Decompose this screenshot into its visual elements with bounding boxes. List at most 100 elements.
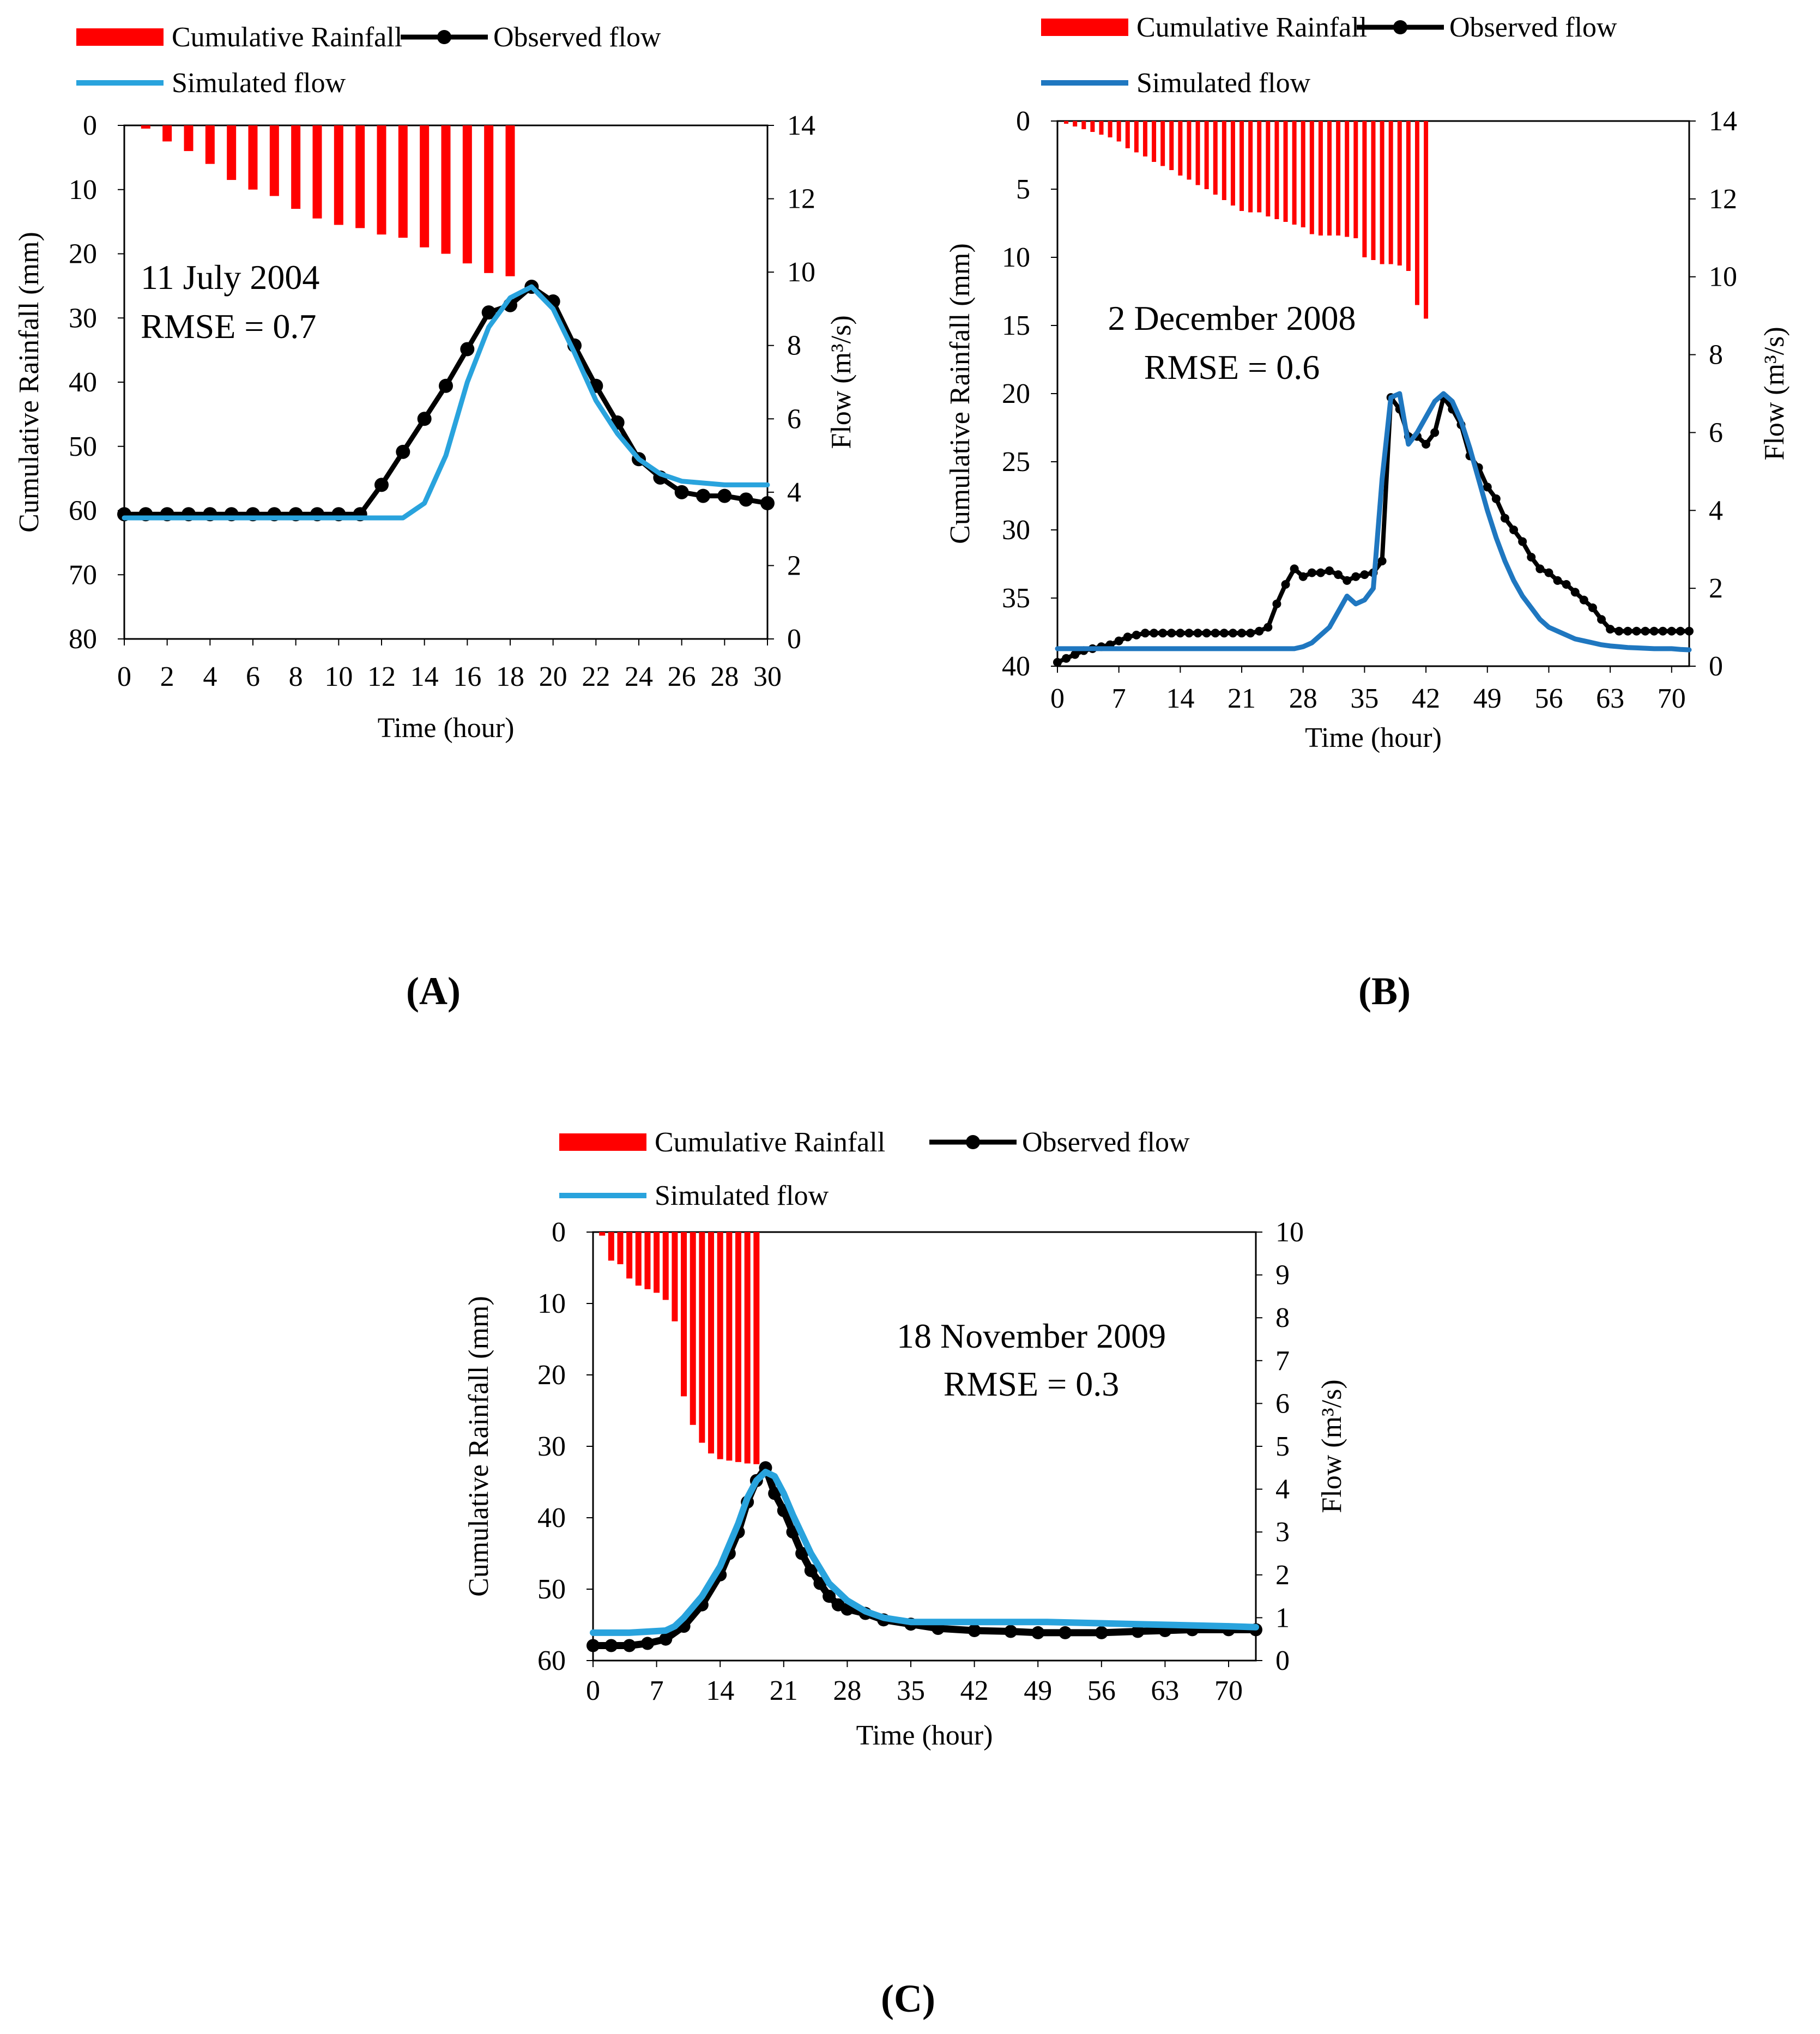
y-left-tick-label: 30 xyxy=(69,303,97,334)
y-right-axis-label: Flow (m³/s) xyxy=(826,315,857,449)
observed-flow-point xyxy=(1615,626,1624,636)
y-left-tick-label: 25 xyxy=(1002,446,1030,478)
y-right-axis-ticks: 0 1 2 3 4 5 6 7 8 9 10 xyxy=(1256,1217,1304,1676)
rainfall-bar xyxy=(1309,121,1314,234)
rainfall-bar xyxy=(654,1232,660,1293)
observed-flow-point xyxy=(1544,568,1553,577)
y-right-tick-label: 8 xyxy=(1709,340,1723,371)
rainfall-bar xyxy=(484,125,494,273)
y-left-tick-label: 30 xyxy=(537,1431,566,1462)
rainfall-bar xyxy=(753,1232,760,1464)
legend-label-observed: Observed flow xyxy=(493,22,661,53)
observed-flow-point xyxy=(1588,603,1597,612)
y-right-tick-label: 0 xyxy=(1275,1645,1290,1676)
observed-flow-point xyxy=(1150,629,1159,638)
observed-flow-point xyxy=(968,1623,981,1637)
y-right-tick-label: 9 xyxy=(1275,1260,1290,1291)
observed-flow-point xyxy=(1158,629,1168,638)
x-tick-label: 21 xyxy=(1228,683,1256,714)
y-left-tick-label: 0 xyxy=(552,1217,566,1248)
observed-flow-point xyxy=(1500,514,1509,523)
rainfall-bar xyxy=(1406,121,1411,271)
observed-flow-point xyxy=(739,492,753,507)
legend: Cumulative Rainfall Observed flow Simulate… xyxy=(76,22,661,99)
rainfall-bar xyxy=(420,125,430,248)
x-axis-ticks: 0 7 14 21 28 35 42 49 56 63 70 xyxy=(1050,666,1686,714)
x-tick-label: 26 xyxy=(668,661,696,692)
observed-flow-point xyxy=(1071,650,1080,659)
x-tick-label: 8 xyxy=(289,661,303,692)
observed-flow-point xyxy=(374,478,389,492)
rainfall-bar xyxy=(1073,121,1078,126)
y-left-tick-label: 50 xyxy=(537,1574,566,1605)
x-tick-label: 7 xyxy=(1112,683,1126,714)
rainfall-bar xyxy=(726,1232,733,1461)
y-left-tick-label: 5 xyxy=(1016,174,1030,205)
x-tick-label: 14 xyxy=(410,661,439,692)
x-tick-label: 70 xyxy=(1214,1675,1243,1706)
y-right-tick-label: 2 xyxy=(787,550,801,581)
y-left-tick-label: 15 xyxy=(1002,310,1030,341)
observed-flow-point xyxy=(604,1639,618,1652)
observed-flow-point xyxy=(1132,630,1141,639)
y-left-tick-label: 80 xyxy=(69,624,97,655)
observed-flow-point xyxy=(1219,629,1229,638)
observed-flow-point xyxy=(1202,629,1211,638)
observed-flow-point xyxy=(1131,1625,1145,1638)
observed-flow-point xyxy=(481,305,496,320)
observed-flow-point xyxy=(1004,1625,1018,1638)
observed-flow-point xyxy=(1272,599,1281,608)
observed-flow-point xyxy=(1263,623,1273,632)
rainfall-bar xyxy=(227,125,237,180)
observed-flow-point xyxy=(717,488,732,503)
rainfall-bar xyxy=(248,125,258,190)
y-right-tick-label: 10 xyxy=(787,257,815,288)
observed-flow-point xyxy=(1059,1626,1072,1639)
rainfall-bar xyxy=(626,1232,633,1279)
x-tick-label: 18 xyxy=(496,661,524,692)
rmse-annotation: RMSE = 0.3 xyxy=(944,1365,1119,1403)
y-right-tick-label: 8 xyxy=(1275,1302,1290,1333)
rainfall-bar xyxy=(1397,121,1402,265)
rmse-annotation: RMSE = 0.6 xyxy=(1144,348,1320,387)
rainfall-bar xyxy=(635,1232,642,1286)
panel-label: (C) xyxy=(881,1977,935,2020)
observed-flow-line xyxy=(1056,395,1689,665)
rainfall-bar xyxy=(1142,121,1147,156)
rainfall-bar xyxy=(334,125,343,225)
y-left-tick-label: 10 xyxy=(69,174,97,206)
simulated-flow-line xyxy=(122,284,770,521)
y-right-tick-label: 3 xyxy=(1275,1517,1290,1548)
event-date-annotation: 18 November 2009 xyxy=(897,1317,1166,1355)
x-tick-label: 14 xyxy=(706,1675,734,1706)
x-tick-label: 28 xyxy=(710,661,739,692)
x-tick-label: 0 xyxy=(117,661,131,692)
x-tick-label: 0 xyxy=(586,1675,600,1706)
x-tick-label: 42 xyxy=(1412,683,1440,714)
rainfall-bar xyxy=(599,1232,606,1236)
observed-flow-point xyxy=(1579,595,1588,605)
rainfall-bar xyxy=(708,1232,715,1454)
y-left-tick-label: 40 xyxy=(69,367,97,398)
observed-flow-point xyxy=(1491,494,1501,503)
observed-flow-point xyxy=(586,1639,600,1652)
observed-flow-point xyxy=(1095,1626,1108,1639)
rainfall-bar xyxy=(744,1232,751,1464)
observed-flow-point xyxy=(1211,629,1220,638)
rainfall-bar xyxy=(1064,121,1069,124)
x-tick-label: 28 xyxy=(1289,683,1317,714)
rainfall-bar xyxy=(312,125,322,219)
rainfall-bars xyxy=(599,1232,760,1464)
rainfall-bar xyxy=(355,125,365,228)
rainfall-bar xyxy=(1152,121,1157,162)
rainfall-bar xyxy=(1274,121,1279,219)
observed-flow-point xyxy=(760,496,775,511)
rainfall-bar xyxy=(681,1232,687,1397)
rainfall-bar xyxy=(1345,121,1350,237)
rainfall-bar xyxy=(1380,121,1384,264)
rmse-annotation: RMSE = 0.7 xyxy=(141,307,316,346)
x-tick-label: 35 xyxy=(897,1675,925,1706)
x-axis-ticks: 0 7 14 21 28 35 42 49 56 63 70 xyxy=(586,1661,1243,1706)
x-axis-label: Time (hour) xyxy=(378,713,515,744)
